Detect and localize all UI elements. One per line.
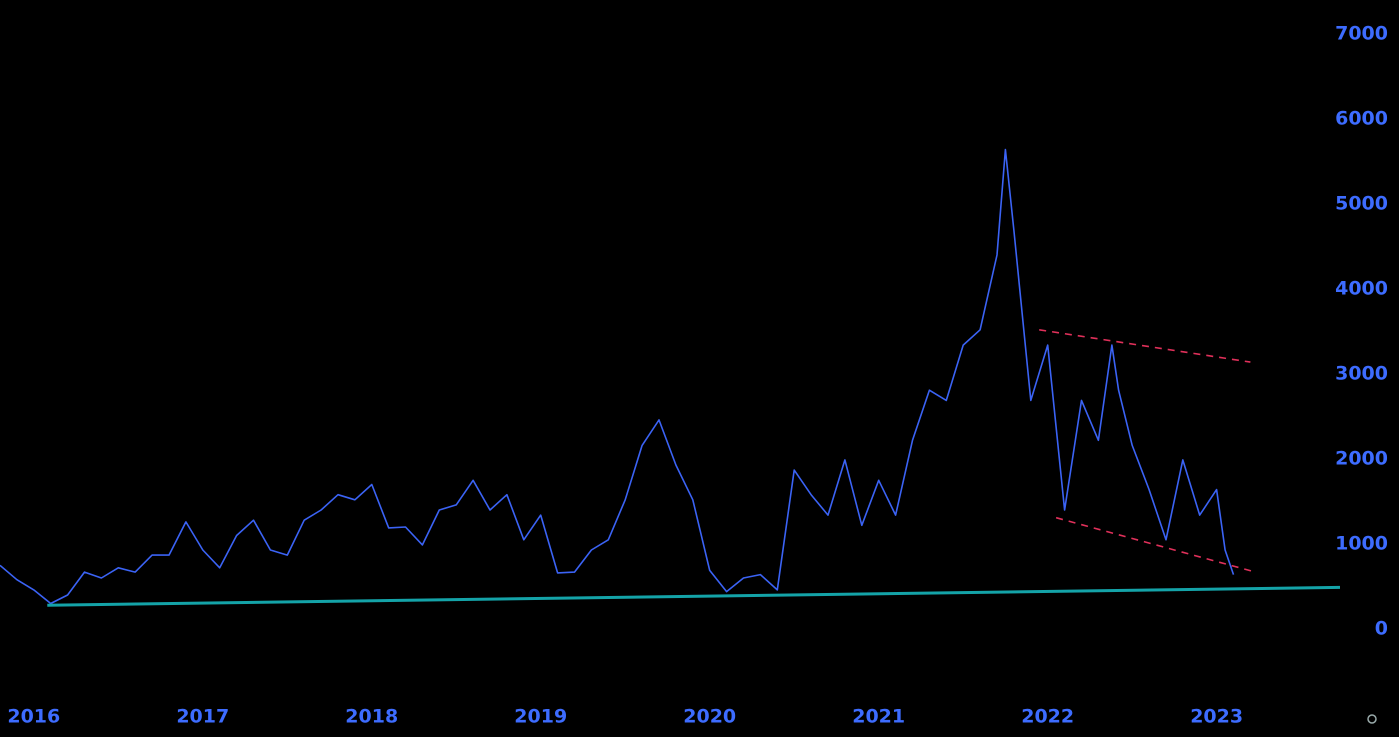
y-tick-label: 2000 (1335, 448, 1388, 470)
x-tick-label: 2016 (7, 706, 60, 728)
x-tick-label: 2018 (345, 706, 398, 728)
price-line (0, 148, 1235, 605)
y-tick-label: 0 (1375, 618, 1388, 640)
x-tick-label: 2020 (683, 706, 736, 728)
x-tick-label: 2023 (1190, 706, 1243, 728)
trend-line (1039, 329, 1251, 363)
trend-line (47, 585, 1341, 607)
y-tick-label: 5000 (1335, 193, 1388, 215)
y-tick-label: 7000 (1335, 23, 1388, 45)
x-tick-label: 2017 (176, 706, 229, 728)
y-tick-label: 1000 (1335, 533, 1388, 555)
y-tick-label: 4000 (1335, 278, 1388, 300)
settings-icon[interactable] (1367, 714, 1377, 724)
x-tick-label: 2021 (852, 706, 905, 728)
x-tick-label: 2022 (1021, 706, 1074, 728)
y-tick-label: 3000 (1335, 363, 1388, 385)
x-tick-label: 2019 (514, 706, 567, 728)
trend-line (1055, 516, 1256, 573)
y-tick-label: 6000 (1335, 108, 1388, 130)
